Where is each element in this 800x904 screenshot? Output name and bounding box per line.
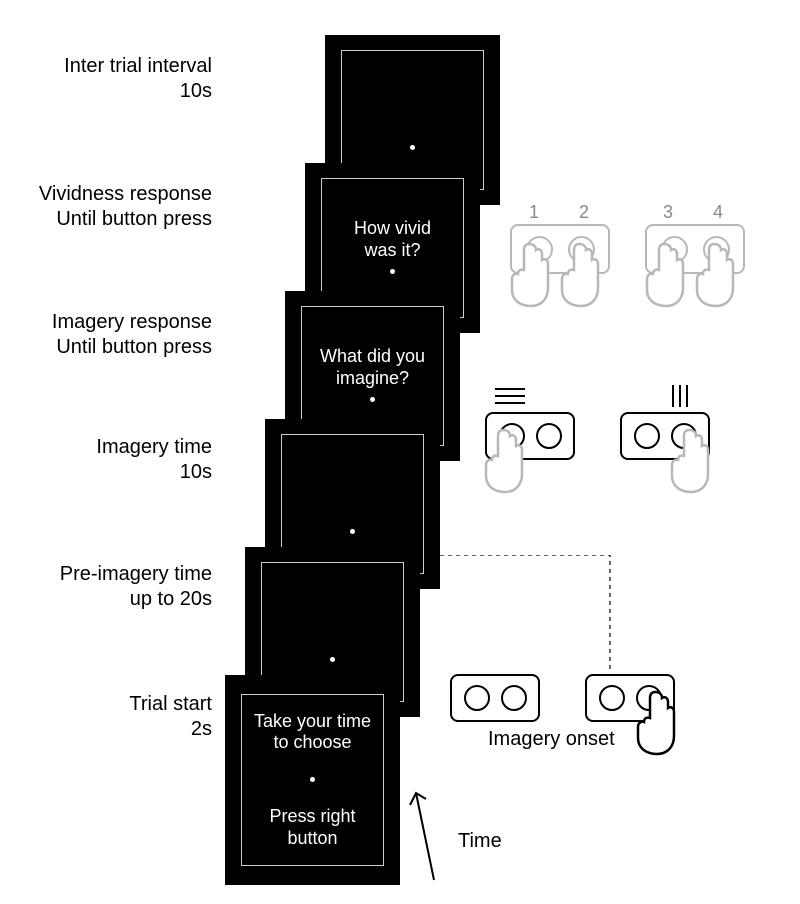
stage-label-5-l1: Trial start [0,692,212,717]
time-label: Time [458,830,502,853]
stage-label-1: Vividness response Until button press [0,182,212,232]
stage-label-4: Pre-imagery time up to 20s [0,562,212,612]
onset-box-left [450,674,540,722]
imagery-resp-btn [634,423,660,449]
stage-label-1-l2: Until button press [0,207,212,232]
panel-trialstart-inner: Take your time to choose Press right but… [241,694,385,866]
stage-label-4-l2: up to 20s [0,587,212,612]
imagery-resp-box-right [620,412,710,460]
imagery-resp-btn-pressed [499,423,525,449]
onset-box-right [585,674,675,722]
vividness-btn [568,236,595,263]
horizontal-grating-icon [493,385,527,407]
onset-btn-pressed [636,685,662,711]
panel-trialstart-text1: Take your time to choose [254,711,371,754]
stage-label-0: Inter trial interval 10s [0,54,212,104]
vividness-box-left [510,224,610,274]
onset-btn [464,685,490,711]
panel-vividness-text1: How vivid [354,218,431,240]
vividness-num-2: 2 [574,202,594,223]
stage-label-4-l1: Pre-imagery time [0,562,212,587]
stage-label-0-l2: 10s [0,79,212,104]
stage-label-5-l2: 2s [0,717,212,742]
panel-vividness-text2: was it? [364,240,420,262]
stage-label-2-l1: Imagery response [0,310,212,335]
panel-trialstart-text2: Press right button [269,806,355,849]
vividness-num-3: 3 [658,202,678,223]
stage-label-1-l1: Vividness response [0,182,212,207]
stage-label-5: Trial start 2s [0,692,212,742]
vividness-num-1: 1 [524,202,544,223]
panel-imagery-resp-text1: What did you [320,346,425,368]
fixation-dot [350,529,355,534]
fixation-dot [370,397,375,402]
stage-label-3: Imagery time 10s [0,435,212,485]
vividness-btn [703,236,730,263]
vividness-num-4: 4 [708,202,728,223]
vividness-box-right [645,224,745,274]
fixation-dot [310,777,315,782]
imagery-resp-btn [536,423,562,449]
stage-label-2-l2: Until button press [0,335,212,360]
onset-btn [501,685,527,711]
vividness-btn [661,236,688,263]
imagery-resp-box-left [485,412,575,460]
fixation-dot [410,145,415,150]
imagery-onset-label: Imagery onset [488,728,615,751]
vividness-btn [526,236,553,263]
imagery-resp-btn-pressed [671,423,697,449]
stage-label-3-l1: Imagery time [0,435,212,460]
stage-label-3-l2: 10s [0,460,212,485]
onset-btn [599,685,625,711]
fixation-dot [390,269,395,274]
vertical-grating-icon [668,383,692,409]
stage-label-2: Imagery response Until button press [0,310,212,360]
panel-imagery-resp-text2: imagine? [336,368,409,390]
fixation-dot [330,657,335,662]
stage-label-0-l1: Inter trial interval [0,54,212,79]
panel-trialstart: Take your time to choose Press right but… [225,675,400,885]
